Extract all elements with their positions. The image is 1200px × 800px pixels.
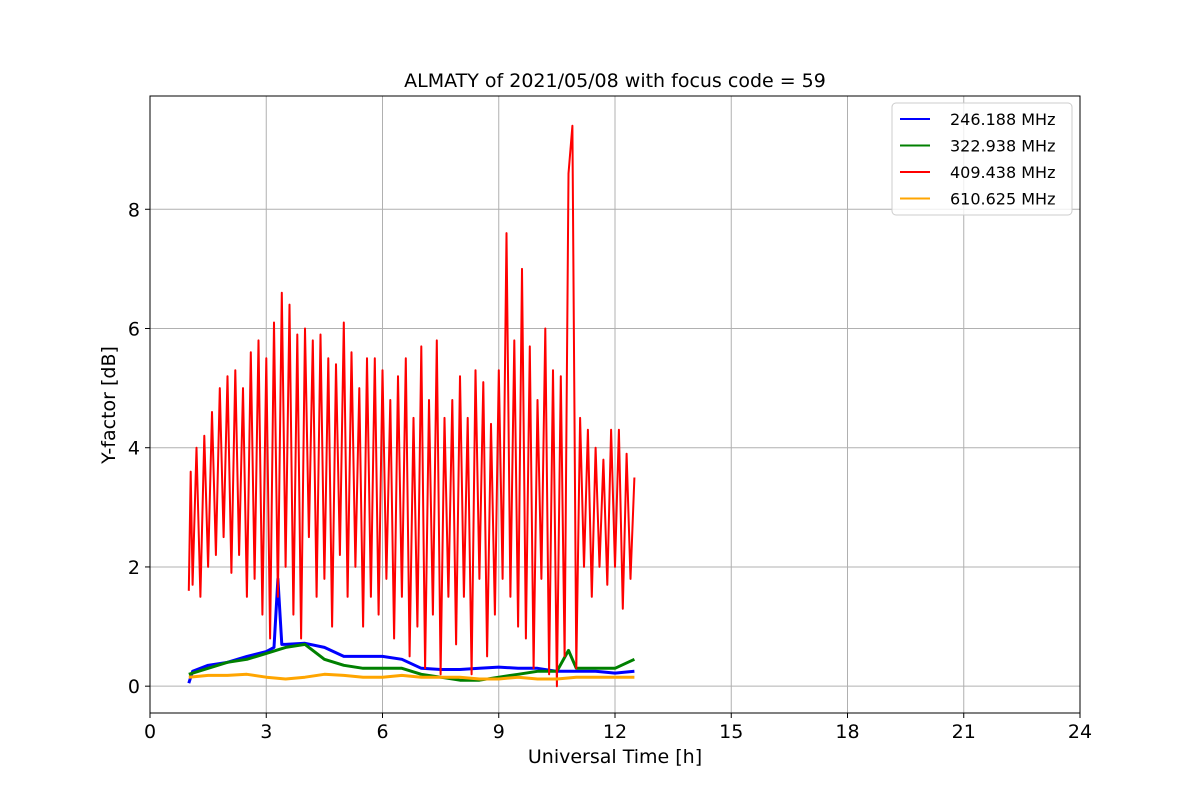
- x-tick-label: 15: [719, 721, 743, 743]
- x-tick-label: 24: [1068, 721, 1092, 743]
- y-tick-label: 2: [128, 557, 140, 579]
- series-line-409438: [187, 124, 636, 688]
- x-tick-label: 0: [144, 721, 156, 743]
- x-axis-label: Universal Time [h]: [528, 746, 702, 768]
- x-tick-label: 9: [493, 721, 505, 743]
- x-axis-ticks: 0 3 6 9 12 15 18 21 24: [144, 713, 1092, 743]
- legend: 246.188 MHz 322.938 MHz 409.438 MHz 610.625…: [891, 102, 1073, 216]
- legend-label: 322.938 MHz: [950, 137, 1055, 156]
- y-tick-label: 0: [128, 676, 140, 698]
- legend-label: 409.438 MHz: [950, 163, 1055, 182]
- y-tick-label: 6: [128, 318, 140, 340]
- legend-label: 610.625 MHz: [950, 190, 1055, 209]
- series-lines: [187, 124, 636, 688]
- x-tick-label: 18: [835, 721, 859, 743]
- x-tick-label: 21: [952, 721, 976, 743]
- y-axis-ticks: 0 2 4 6 8: [128, 199, 150, 698]
- x-tick-label: 12: [603, 721, 627, 743]
- chart-title: ALMATY of 2021/05/08 with focus code = 5…: [404, 70, 826, 92]
- y-tick-label: 8: [128, 199, 140, 221]
- y-tick-label: 4: [128, 438, 140, 460]
- x-tick-label: 3: [260, 721, 272, 743]
- series-line-610625: [188, 672, 635, 681]
- legend-label: 246.188 MHz: [950, 110, 1055, 129]
- y-axis-label: Y-factor [dB]: [98, 346, 120, 465]
- x-tick-label: 6: [376, 721, 388, 743]
- legend-box: [891, 102, 1073, 216]
- series-line-322938: [188, 642, 636, 682]
